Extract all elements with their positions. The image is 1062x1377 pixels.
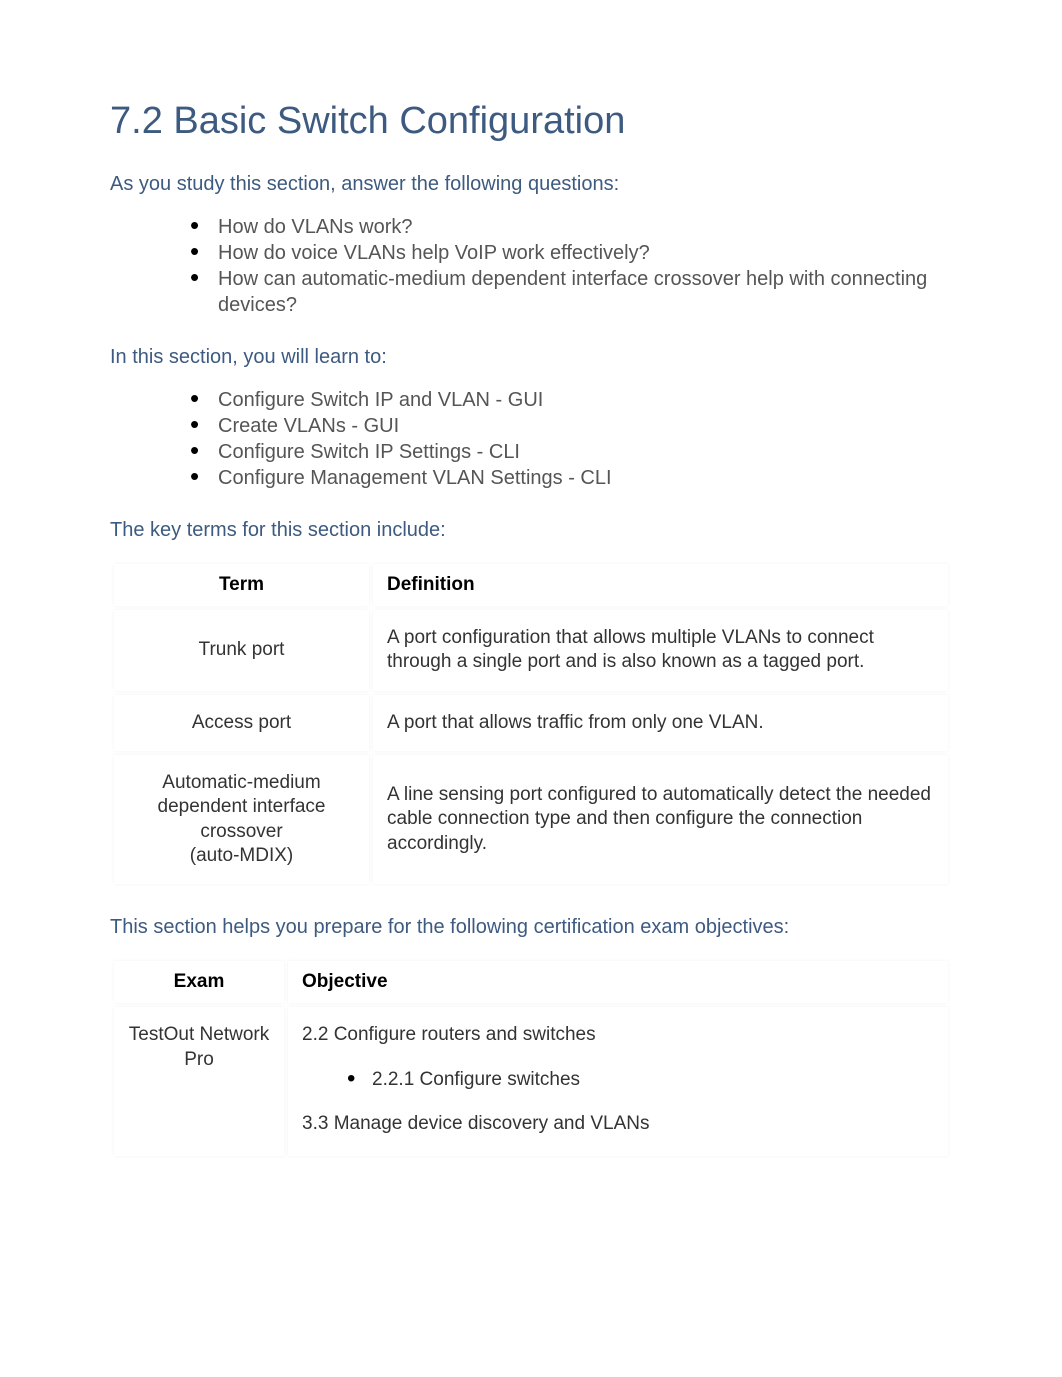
objective-cell: 2.2 Configure routers and switches 2.2.1… xyxy=(288,1007,948,1156)
questions-list: How do VLANs work? How do voice VLANs he… xyxy=(110,214,952,318)
table-header-row: Term Definition xyxy=(114,564,948,606)
table-header-row: Exam Objective xyxy=(114,961,948,1003)
list-item: How can automatic-medium dependent inter… xyxy=(190,266,952,318)
key-terms-lead: The key terms for this section include: xyxy=(110,519,952,542)
objective-sub: 2.2.1 Configure switches xyxy=(302,1052,934,1108)
definition-cell: A port that allows traffic from only one… xyxy=(373,695,948,751)
objective-main: 2.2 Configure routers and switches xyxy=(302,1023,934,1047)
table-header: Objective xyxy=(288,961,948,1003)
table-header: Term xyxy=(114,564,369,606)
list-item: How do VLANs work? xyxy=(190,214,952,240)
list-item: Configure Switch IP Settings - CLI xyxy=(190,439,952,465)
table-row: Trunk port A port configuration that all… xyxy=(114,610,948,691)
term-cell: Automatic-medium dependent interface cro… xyxy=(114,755,369,884)
table-header: Exam xyxy=(114,961,284,1003)
table-row: Automatic-medium dependent interface cro… xyxy=(114,755,948,884)
learn-list: Configure Switch IP and VLAN - GUI Creat… xyxy=(110,387,952,491)
page-title: 7.2 Basic Switch Configuration xyxy=(110,100,952,143)
term-cell: Access port xyxy=(114,695,369,751)
list-item: How do voice VLANs help VoIP work effect… xyxy=(190,240,952,266)
table-row: TestOut Network Pro 2.2 Configure router… xyxy=(114,1007,948,1156)
objectives-lead: This section helps you prepare for the f… xyxy=(110,916,952,939)
definition-cell: A port configuration that allows multipl… xyxy=(373,610,948,691)
objectives-table: Exam Objective TestOut Network Pro 2.2 C… xyxy=(110,957,952,1160)
questions-lead: As you study this section, answer the fo… xyxy=(110,173,952,196)
definition-cell: A line sensing port configured to automa… xyxy=(373,755,948,884)
table-row: Access port A port that allows traffic f… xyxy=(114,695,948,751)
learn-lead: In this section, you will learn to: xyxy=(110,346,952,369)
objective-main: 3.3 Manage device discovery and VLANs xyxy=(302,1112,934,1136)
term-cell: Trunk port xyxy=(114,610,369,691)
terms-table: Term Definition Trunk port A port config… xyxy=(110,560,952,888)
list-item: Configure Management VLAN Settings - CLI xyxy=(190,465,952,491)
table-header: Definition xyxy=(373,564,948,606)
exam-cell: TestOut Network Pro xyxy=(114,1007,284,1156)
list-item: Configure Switch IP and VLAN - GUI xyxy=(190,387,952,413)
list-item: Create VLANs - GUI xyxy=(190,413,952,439)
